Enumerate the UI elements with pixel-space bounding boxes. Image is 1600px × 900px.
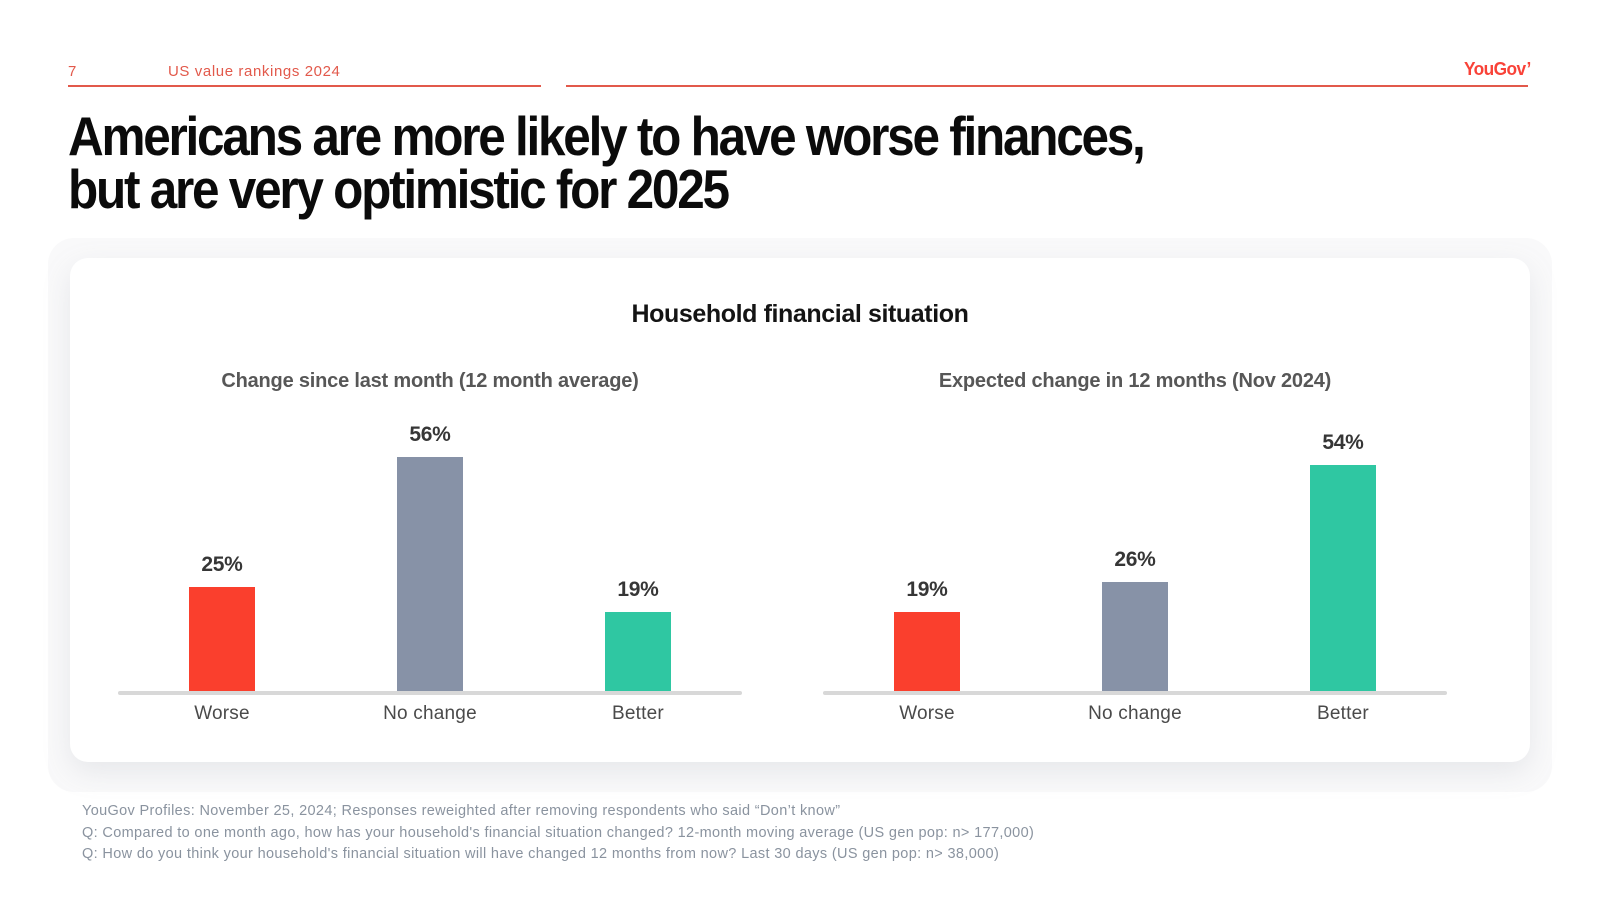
- axis-baseline: [823, 691, 1447, 695]
- bar-better: [1310, 465, 1376, 691]
- bar-better: [605, 612, 671, 691]
- bar-no-change: [397, 457, 463, 691]
- category-label: Worse: [899, 703, 955, 724]
- category-labels: Worse No change Better: [823, 703, 1447, 725]
- category-labels: Worse No change Better: [118, 703, 742, 725]
- bar-value-label: 56%: [409, 423, 451, 446]
- chart-title: Household financial situation: [631, 300, 969, 328]
- bar-value-label: 54%: [1322, 431, 1364, 454]
- bar-group-worse: 19%: [823, 451, 1031, 691]
- bar-group-better: 19%: [534, 451, 742, 691]
- page-title-line1: Americans are more likely to have worse …: [68, 105, 1146, 167]
- yougov-logo-tick: ’: [1526, 59, 1531, 79]
- bar-group-no-change: 26%: [1031, 451, 1239, 691]
- chart-panel-left: Change since last month (12 month averag…: [118, 370, 742, 725]
- footnotes: YouGov Profiles: November 25, 2024; Resp…: [82, 801, 1034, 866]
- bar-group-worse: 25%: [118, 451, 326, 691]
- chart-card: Household financial situation Change sin…: [70, 258, 1530, 762]
- plot-area: 25% 56% 19%: [118, 423, 742, 691]
- bar-value-label: 19%: [906, 578, 948, 601]
- chart-panel-right: Expected change in 12 months (Nov 2024) 1…: [823, 370, 1447, 725]
- page-title: Americans are more likely to have worse …: [68, 109, 1146, 217]
- chart-subtitle: Expected change in 12 months (Nov 2024): [938, 370, 1332, 392]
- bar-no-change: [1102, 582, 1168, 691]
- category-label: Better: [1317, 703, 1369, 724]
- header-underline-left: [68, 85, 541, 87]
- yougov-logo-text: YouGov: [1464, 59, 1526, 79]
- bar-group-no-change: 56%: [326, 423, 534, 691]
- page-number: 7: [68, 63, 77, 80]
- footnote-line: Q: Compared to one month ago, how has yo…: [82, 824, 1035, 841]
- page-title-line2: but are very optimistic for 2025: [68, 158, 730, 220]
- header-underline-right: [566, 85, 1528, 87]
- footnote-line: Q: How do you think your household's fin…: [82, 846, 1000, 862]
- chart-card-outer: Household financial situation Change sin…: [48, 238, 1552, 792]
- bar-value-label: 26%: [1114, 548, 1156, 571]
- category-label: No change: [383, 703, 477, 724]
- category-label: No change: [1088, 703, 1182, 724]
- category-label: Better: [612, 703, 664, 724]
- header-title: US value rankings 2024: [168, 63, 341, 80]
- footnote-line: YouGov Profiles: November 25, 2024; Resp…: [82, 803, 841, 819]
- bar-worse: [894, 612, 960, 691]
- axis-baseline: [118, 691, 742, 695]
- yougov-logo: YouGov’: [1464, 59, 1531, 80]
- bar-value-label: 19%: [617, 578, 659, 601]
- category-label: Worse: [194, 703, 250, 724]
- bar-value-label: 25%: [201, 553, 243, 576]
- bar-group-better: 54%: [1239, 431, 1447, 691]
- bar-worse: [189, 587, 255, 691]
- plot-area: 19% 26% 54%: [823, 431, 1447, 691]
- chart-subtitle: Change since last month (12 month averag…: [221, 370, 639, 392]
